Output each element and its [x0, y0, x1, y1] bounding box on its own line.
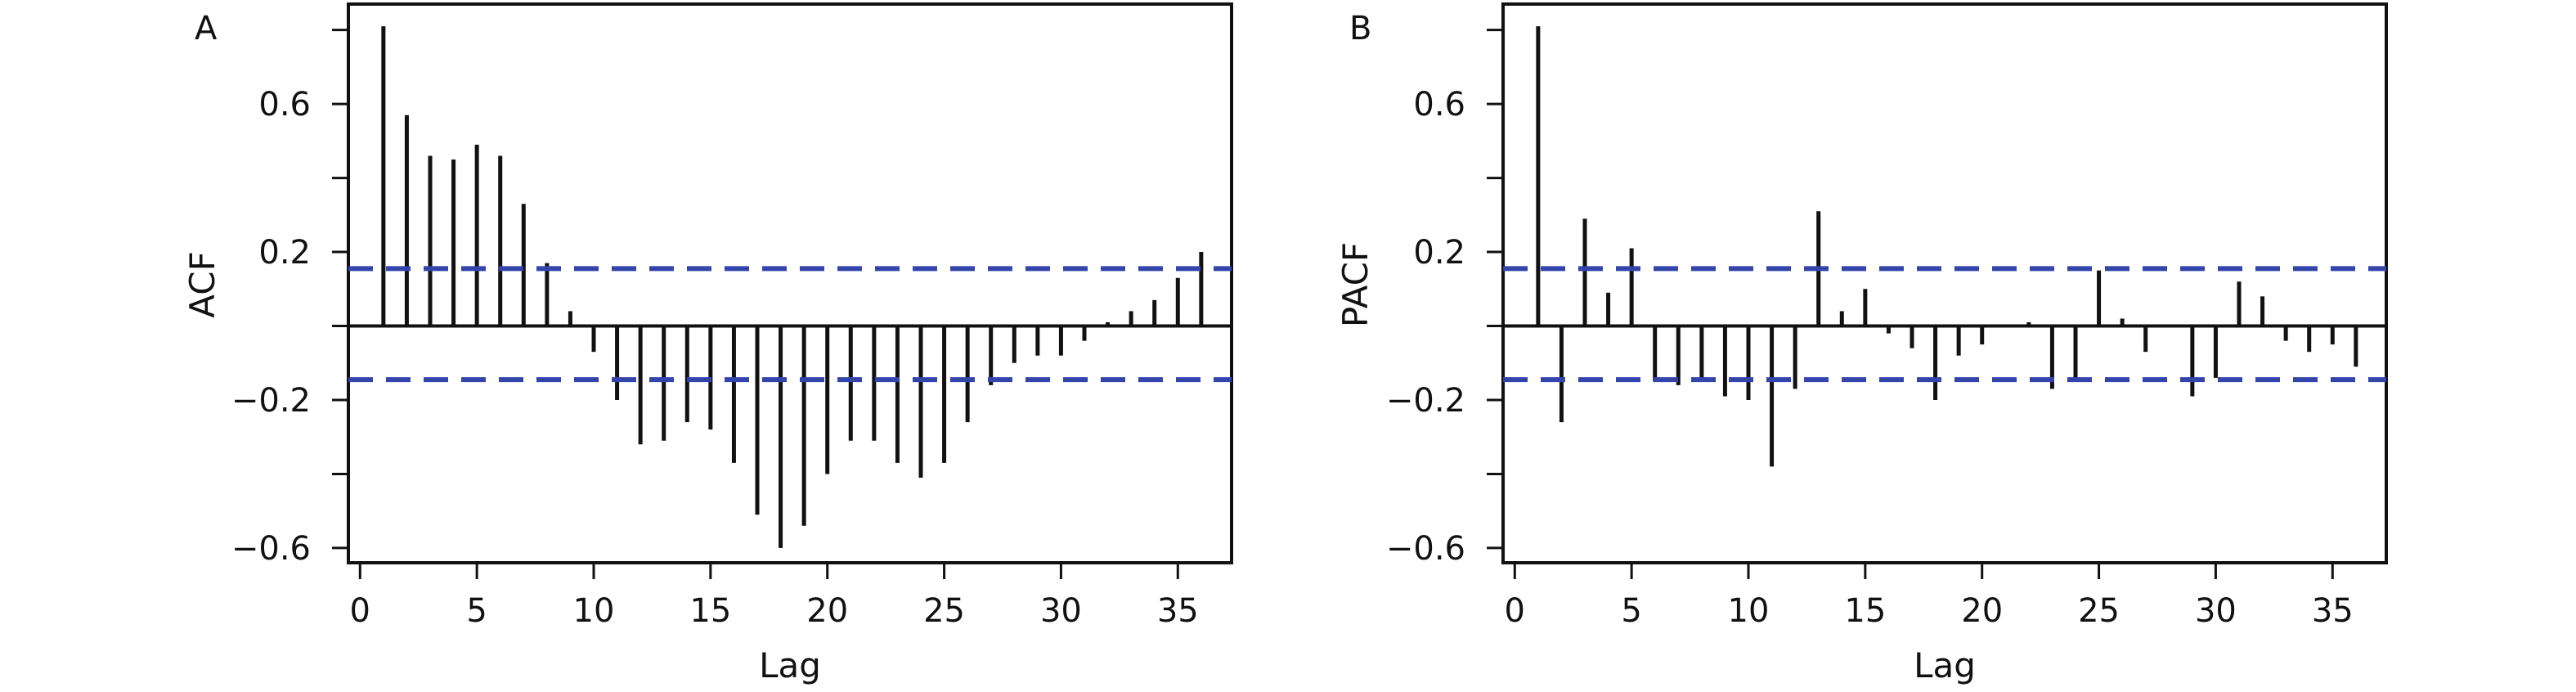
x-tick-label: 35 [1157, 592, 1199, 630]
x-tick-label: 0 [1505, 592, 1525, 630]
x-tick-label: 15 [1844, 592, 1886, 630]
y-tick-label: −0.6 [231, 530, 311, 568]
y-tick-label: 0.6 [258, 86, 311, 124]
x-tick-label: 5 [1621, 592, 1641, 630]
x-tick-label: 10 [1728, 592, 1770, 630]
plot-frame [347, 2, 1233, 564]
y-tick-label: 0.2 [1413, 234, 1465, 272]
y-tick-label: −0.2 [231, 382, 311, 420]
x-tick-label: 15 [689, 592, 731, 630]
y-tick-label: −0.2 [1386, 382, 1465, 420]
x-tick-label: 5 [466, 592, 487, 630]
y-axis-title-pacf: PACF [1335, 242, 1376, 327]
panel-label-a: A [195, 10, 218, 47]
x-tick-label: 35 [2312, 592, 2354, 630]
y-axis-title-acf: ACF [182, 251, 222, 317]
x-tick-label: 25 [2078, 592, 2120, 630]
x-tick-label: 0 [350, 592, 370, 630]
x-tick-label: 30 [1040, 592, 1082, 630]
y-tick-label: 0.2 [258, 234, 311, 272]
acf-panel: A ACF Lag −0.6 −0.2 0.2 0.6 0 5 10 15 20 25 30 35 [182, 2, 1233, 685]
x-axis-title-pacf: Lag [1914, 645, 1976, 685]
x-axis-title-acf: Lag [759, 645, 821, 685]
x-tick-label: 30 [2195, 592, 2237, 630]
panel-label-b: B [1349, 10, 1371, 47]
y-tick-label: 0.6 [1413, 86, 1465, 124]
y-tick-label: −0.6 [1386, 530, 1465, 568]
x-tick-label: 20 [1961, 592, 2003, 630]
plot-frame [1501, 2, 2388, 564]
x-tick-label: 20 [806, 592, 848, 630]
pacf-panel: B PACF Lag −0.6 −0.2 0.2 0.6 0 5 10 15 20 25 30 35 [1335, 2, 2388, 685]
x-tick-label: 25 [923, 592, 965, 630]
x-tick-label: 10 [573, 592, 615, 630]
